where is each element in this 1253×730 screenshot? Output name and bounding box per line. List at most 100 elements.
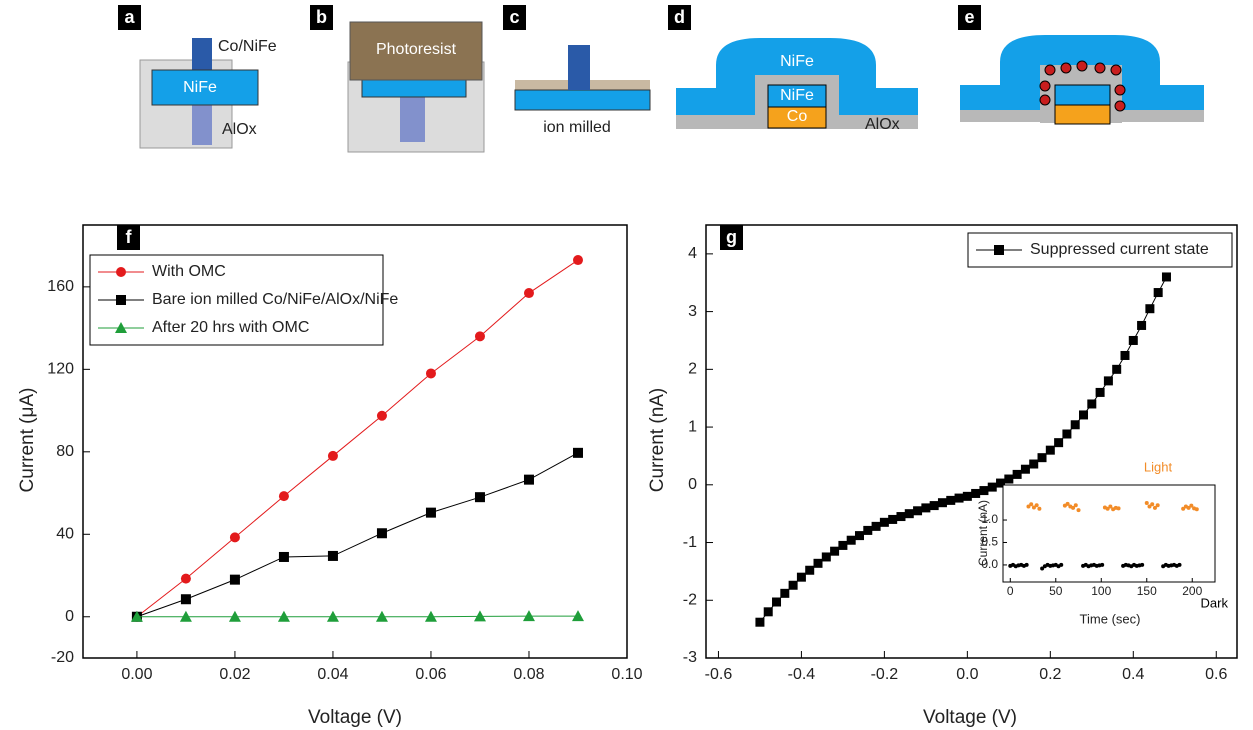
label: NiFe	[183, 79, 217, 96]
data-point	[1021, 465, 1030, 474]
data-point	[1071, 420, 1080, 429]
data-point	[863, 526, 872, 535]
x-tick-label: 0.02	[219, 666, 250, 683]
data-point	[955, 494, 964, 503]
data-point	[573, 255, 583, 265]
data-point	[377, 528, 387, 538]
data-point	[426, 368, 436, 378]
y-tick-label: 2	[688, 361, 697, 378]
data-point	[963, 492, 972, 501]
data-point	[755, 618, 764, 627]
data-point	[1038, 453, 1047, 462]
x-tick-label: 100	[1091, 584, 1111, 598]
data-point	[1029, 502, 1033, 506]
electrode	[568, 45, 590, 90]
nife-layer	[515, 90, 650, 110]
data-point	[780, 589, 789, 598]
x-tick-label: 0.0	[956, 666, 978, 683]
data-point	[1062, 429, 1071, 438]
electrode	[400, 95, 425, 142]
y-tick-label: -20	[51, 649, 74, 666]
x-tick-label: 0.4	[1122, 666, 1144, 683]
x-tick-label: 0.10	[611, 666, 642, 683]
x-axis-title: Time (sec)	[1080, 611, 1141, 626]
data-point	[838, 541, 847, 550]
y-tick-label: 1	[688, 418, 697, 435]
data-point	[805, 566, 814, 575]
x-tick-label: 0	[1007, 584, 1014, 598]
y-axis-title: Current (nA)	[976, 500, 990, 566]
data-point	[930, 501, 939, 510]
y-tick-label: 4	[688, 245, 697, 262]
data-point	[1145, 501, 1149, 505]
data-point	[328, 451, 338, 461]
data-point	[1137, 321, 1146, 330]
nife-layer	[362, 80, 466, 97]
label: AlOx	[222, 121, 257, 138]
data-point	[1079, 410, 1088, 419]
x-tick-label: 0.6	[1205, 666, 1227, 683]
data-point	[896, 512, 905, 521]
data-point	[1087, 399, 1096, 408]
label: ion milled	[543, 119, 611, 136]
data-point	[1145, 304, 1154, 313]
panel-label: d	[674, 7, 685, 27]
data-point	[1096, 388, 1105, 397]
data-point	[279, 552, 289, 562]
x-tick-label: 0.2	[1039, 666, 1061, 683]
panel-label: c	[509, 7, 519, 27]
data-point	[1029, 460, 1038, 469]
series-label: Light	[1144, 459, 1173, 474]
y-tick-label: -2	[683, 591, 697, 608]
data-point	[1112, 365, 1121, 374]
data-point	[1104, 376, 1113, 385]
data-point	[1037, 507, 1041, 511]
data-point	[475, 331, 485, 341]
data-point	[1077, 508, 1081, 512]
data-point	[377, 411, 387, 421]
x-tick-label: 50	[1049, 584, 1063, 598]
label: Co/NiFe	[218, 38, 277, 55]
data-point	[1117, 506, 1121, 510]
panel-label: b	[316, 7, 327, 27]
data-point	[913, 506, 922, 515]
label: NiFe	[780, 87, 814, 104]
data-point	[1046, 446, 1055, 455]
figure: a Co/NiFe NiFe AlOx b Photoresist c ion …	[0, 0, 1253, 730]
legend-label: Suppressed current state	[1030, 241, 1209, 258]
data-point	[1074, 503, 1078, 507]
electrode	[192, 105, 212, 145]
y-tick-label: 160	[47, 278, 74, 295]
x-tick-label: -0.2	[871, 666, 899, 683]
data-point	[1178, 563, 1182, 567]
data-point	[905, 509, 914, 518]
data-point	[1120, 351, 1129, 360]
data-point	[181, 594, 191, 604]
data-point	[988, 483, 997, 492]
legend-marker	[116, 295, 126, 305]
y-tick-label: 80	[56, 443, 74, 460]
x-axis-title: Voltage (V)	[923, 707, 1017, 728]
y-tick-label: -3	[683, 649, 697, 666]
data-point	[1195, 507, 1199, 511]
data-point	[814, 559, 823, 568]
data-point	[1054, 438, 1063, 447]
x-tick-label: 150	[1137, 584, 1157, 598]
data-point	[971, 489, 980, 498]
panel-label: f	[126, 227, 133, 247]
data-point	[855, 531, 864, 540]
y-axis-title: Current (μA)	[17, 388, 38, 493]
label: NiFe	[780, 53, 814, 70]
label: Co	[787, 108, 808, 125]
y-tick-label: 40	[56, 526, 74, 543]
data-point	[1059, 563, 1063, 567]
y-axis-title: Current (nA)	[647, 388, 668, 493]
data-point	[1035, 503, 1039, 507]
data-point	[181, 574, 191, 584]
label: Photoresist	[376, 41, 457, 58]
y-tick-label: 0	[65, 608, 74, 625]
data-point	[1004, 475, 1013, 484]
x-tick-label: -0.6	[705, 666, 733, 683]
data-point	[797, 573, 806, 582]
legend-label: With OMC	[152, 263, 226, 280]
